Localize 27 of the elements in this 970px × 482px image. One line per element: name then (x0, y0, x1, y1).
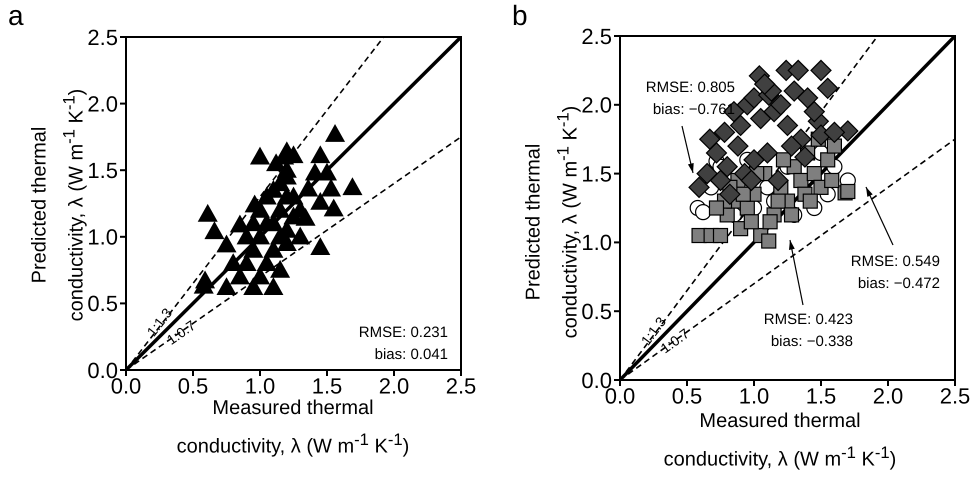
y-tick-label: 1.0 (581, 230, 612, 256)
x-tick-label: 1.0 (738, 384, 770, 409)
x-tick-label: 2.0 (378, 374, 410, 399)
annotation: RMSE: 0.549 bias: −0.472 (850, 252, 940, 294)
x-tick-label: 0.5 (672, 384, 702, 409)
annotation: RMSE: 0.423 bias: −0.338 (764, 311, 853, 350)
y-tick-label: 2.0 (581, 92, 612, 118)
y-tick-label: 1.5 (87, 158, 118, 184)
x-tick-label: 1.5 (312, 374, 342, 399)
x-tick-label: 1.5 (806, 384, 836, 409)
annotation: RMSE: 0.231 bias: 0.041 (358, 323, 448, 365)
x-tick-label: 0.5 (178, 374, 208, 399)
y-tick-label: 2.5 (87, 24, 118, 50)
x-tick-label: 1.0 (244, 374, 276, 399)
y-tick-label: 0.5 (581, 299, 612, 324)
chart-title: b (512, 0, 528, 32)
chart-title: a (8, 0, 24, 32)
x-tick-label: 2.5 (940, 384, 970, 409)
x-axis-title: Measured thermal conductivity, λ (W m$^{-1}$ K$^{-1}$) (664, 410, 896, 471)
y-tick-label: 1.5 (581, 161, 612, 186)
y-tick-label: 0.5 (87, 291, 118, 316)
y-tick-label: 2.0 (87, 91, 118, 116)
x-tick-label: 2.0 (872, 384, 904, 409)
y-tick-label: 1.0 (87, 224, 118, 250)
x-axis-title: Measured thermal conductivity, λ (W m$^{-1}$ K$^{-1}$) (176, 397, 410, 458)
y-tick-label: 2.5 (581, 24, 612, 49)
x-tick-label: 2.5 (446, 374, 476, 399)
